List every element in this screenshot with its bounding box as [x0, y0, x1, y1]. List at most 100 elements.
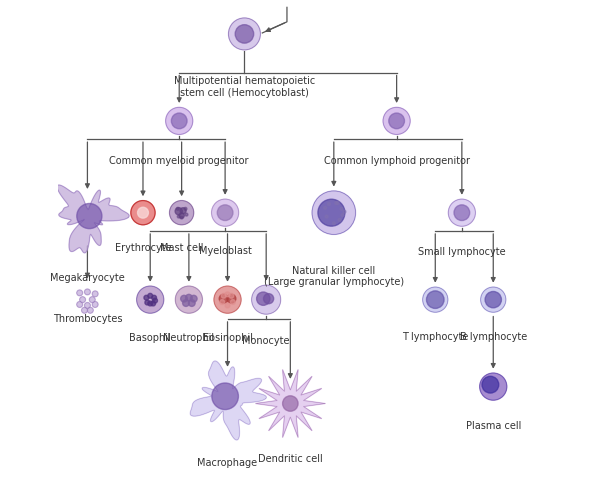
Circle shape: [152, 295, 157, 300]
Text: Thrombocytes: Thrombocytes: [53, 314, 122, 324]
Circle shape: [383, 107, 410, 135]
Circle shape: [188, 300, 195, 307]
Circle shape: [225, 303, 230, 308]
Circle shape: [148, 301, 152, 306]
Text: Macrophage: Macrophage: [197, 458, 257, 468]
Circle shape: [137, 286, 164, 313]
Text: Erythrocyte: Erythrocyte: [115, 243, 171, 253]
Circle shape: [184, 208, 187, 210]
Text: Common lymphoid progenitor: Common lymphoid progenitor: [323, 156, 470, 166]
Circle shape: [220, 300, 224, 305]
Circle shape: [283, 396, 298, 411]
Circle shape: [340, 208, 343, 210]
Text: Natural killer cell
(Large granular lymphocyte): Natural killer cell (Large granular lymp…: [264, 266, 404, 287]
Circle shape: [148, 293, 152, 298]
Circle shape: [335, 202, 338, 205]
Circle shape: [182, 300, 190, 307]
Circle shape: [180, 208, 186, 214]
Text: Megakaryocyte: Megakaryocyte: [50, 273, 125, 283]
Circle shape: [230, 300, 235, 305]
Circle shape: [85, 303, 91, 308]
Circle shape: [480, 373, 507, 400]
Circle shape: [88, 307, 93, 313]
Circle shape: [212, 383, 238, 410]
Text: T lymphocyte: T lymphocyte: [402, 331, 469, 342]
Circle shape: [312, 191, 356, 235]
Circle shape: [257, 292, 270, 305]
Circle shape: [338, 218, 341, 221]
Circle shape: [251, 285, 281, 314]
Circle shape: [92, 302, 98, 307]
Circle shape: [214, 286, 241, 313]
Circle shape: [229, 293, 234, 298]
Circle shape: [485, 291, 502, 308]
Circle shape: [89, 297, 95, 303]
Text: Neutrophil: Neutrophil: [163, 333, 214, 344]
Circle shape: [177, 215, 180, 218]
Circle shape: [144, 295, 149, 300]
Text: Small lymphocyte: Small lymphocyte: [418, 247, 506, 257]
Circle shape: [217, 205, 233, 220]
Circle shape: [151, 301, 155, 306]
Text: Plasma cell: Plasma cell: [466, 421, 521, 431]
Circle shape: [181, 295, 187, 302]
Circle shape: [219, 294, 228, 303]
Circle shape: [323, 207, 326, 210]
Circle shape: [179, 213, 184, 218]
Circle shape: [77, 204, 102, 229]
Circle shape: [318, 199, 345, 226]
Circle shape: [482, 376, 499, 393]
Circle shape: [145, 300, 150, 305]
Circle shape: [92, 291, 98, 297]
Polygon shape: [57, 185, 129, 253]
Circle shape: [137, 207, 148, 218]
Text: Mast cell: Mast cell: [160, 243, 203, 253]
Text: Myeloblast: Myeloblast: [199, 246, 251, 256]
Circle shape: [185, 213, 188, 216]
Circle shape: [328, 203, 331, 206]
Text: Multipotential hematopoietic
stem cell (Hemocytoblast): Multipotential hematopoietic stem cell (…: [174, 76, 315, 98]
Circle shape: [389, 113, 404, 129]
Circle shape: [77, 302, 83, 307]
Text: B lymphocyte: B lymphocyte: [460, 331, 527, 342]
Circle shape: [325, 215, 328, 218]
Circle shape: [85, 289, 91, 295]
Circle shape: [152, 298, 157, 303]
Circle shape: [170, 201, 194, 225]
Circle shape: [343, 211, 346, 213]
Circle shape: [341, 213, 344, 216]
Polygon shape: [256, 370, 325, 437]
Circle shape: [227, 294, 236, 303]
Circle shape: [221, 293, 226, 298]
Circle shape: [176, 208, 179, 210]
Circle shape: [454, 205, 470, 220]
Circle shape: [423, 287, 448, 312]
Circle shape: [166, 107, 193, 135]
Circle shape: [229, 18, 260, 50]
Circle shape: [172, 113, 187, 129]
Circle shape: [82, 307, 88, 313]
Circle shape: [180, 216, 183, 219]
Circle shape: [332, 222, 335, 225]
Circle shape: [175, 286, 202, 313]
Circle shape: [185, 294, 192, 301]
Circle shape: [448, 199, 475, 226]
Circle shape: [235, 25, 254, 43]
Circle shape: [263, 294, 274, 304]
Text: Basophil: Basophil: [130, 333, 171, 344]
Circle shape: [77, 290, 83, 296]
Circle shape: [80, 297, 85, 303]
Circle shape: [481, 287, 506, 312]
Text: Common myeloid progenitor: Common myeloid progenitor: [109, 156, 249, 166]
Text: Dendritic cell: Dendritic cell: [258, 454, 323, 464]
Circle shape: [212, 199, 239, 226]
Circle shape: [427, 291, 444, 309]
Circle shape: [131, 201, 155, 225]
Circle shape: [175, 208, 182, 215]
Polygon shape: [190, 361, 266, 440]
Text: Monocyte: Monocyte: [242, 336, 290, 346]
Circle shape: [190, 295, 197, 302]
Circle shape: [225, 292, 230, 297]
Circle shape: [336, 202, 339, 205]
Text: Eosinophil: Eosinophil: [203, 333, 253, 344]
